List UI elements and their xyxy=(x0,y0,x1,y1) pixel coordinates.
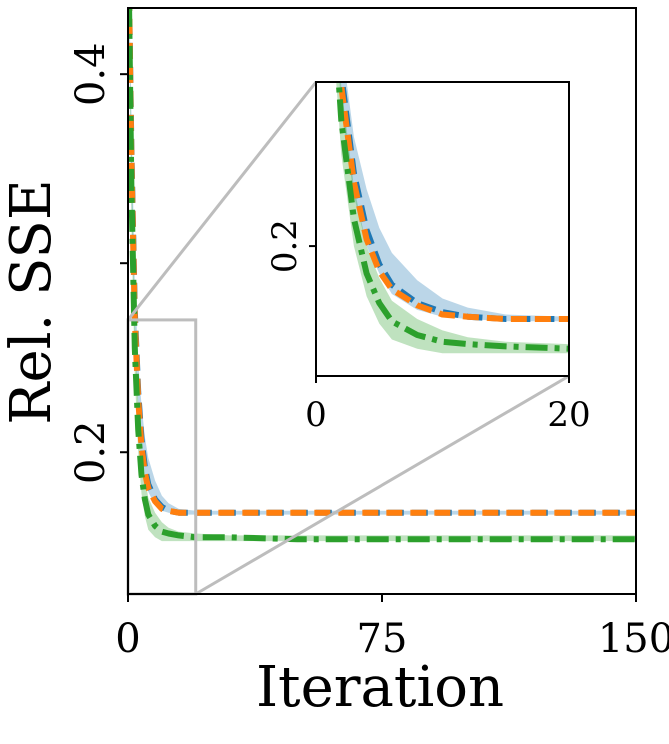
main-series-line-2 xyxy=(128,8,636,516)
zoom-connector-line xyxy=(126,81,318,321)
x-tick-label: 150 xyxy=(598,616,669,662)
y-tick-label: 0.4 xyxy=(68,42,114,106)
main-x-ticks: 0 75 150 xyxy=(115,594,669,662)
inset-bands xyxy=(336,82,569,354)
main-y-ticks: 0.2 0.4 xyxy=(68,42,128,484)
inset-x-ticks: 0 20 xyxy=(305,376,591,435)
inset-plot-frame xyxy=(315,81,570,377)
zoom-connector-line xyxy=(194,374,570,596)
inset-x-tick-label: 0 xyxy=(305,395,327,435)
x-tick-label: 0 xyxy=(115,616,140,662)
inset-y-ticks: 0.2 xyxy=(265,219,316,273)
inset-series-lines xyxy=(335,82,569,352)
inset-series-line-2 xyxy=(337,82,569,322)
inset-x-tick-label: 20 xyxy=(547,395,590,435)
inset-series-line-3 xyxy=(335,82,569,352)
x-axis-label: Iteration xyxy=(256,655,504,720)
main-series-lines xyxy=(128,8,636,543)
y-axis-label: Rel. SSE xyxy=(0,179,64,424)
inset-y-tick-label: 0.2 xyxy=(265,219,305,273)
y-tick-label: 0.2 xyxy=(68,420,114,484)
inset-band-1 xyxy=(339,82,569,322)
x-tick-label: 75 xyxy=(357,616,408,662)
